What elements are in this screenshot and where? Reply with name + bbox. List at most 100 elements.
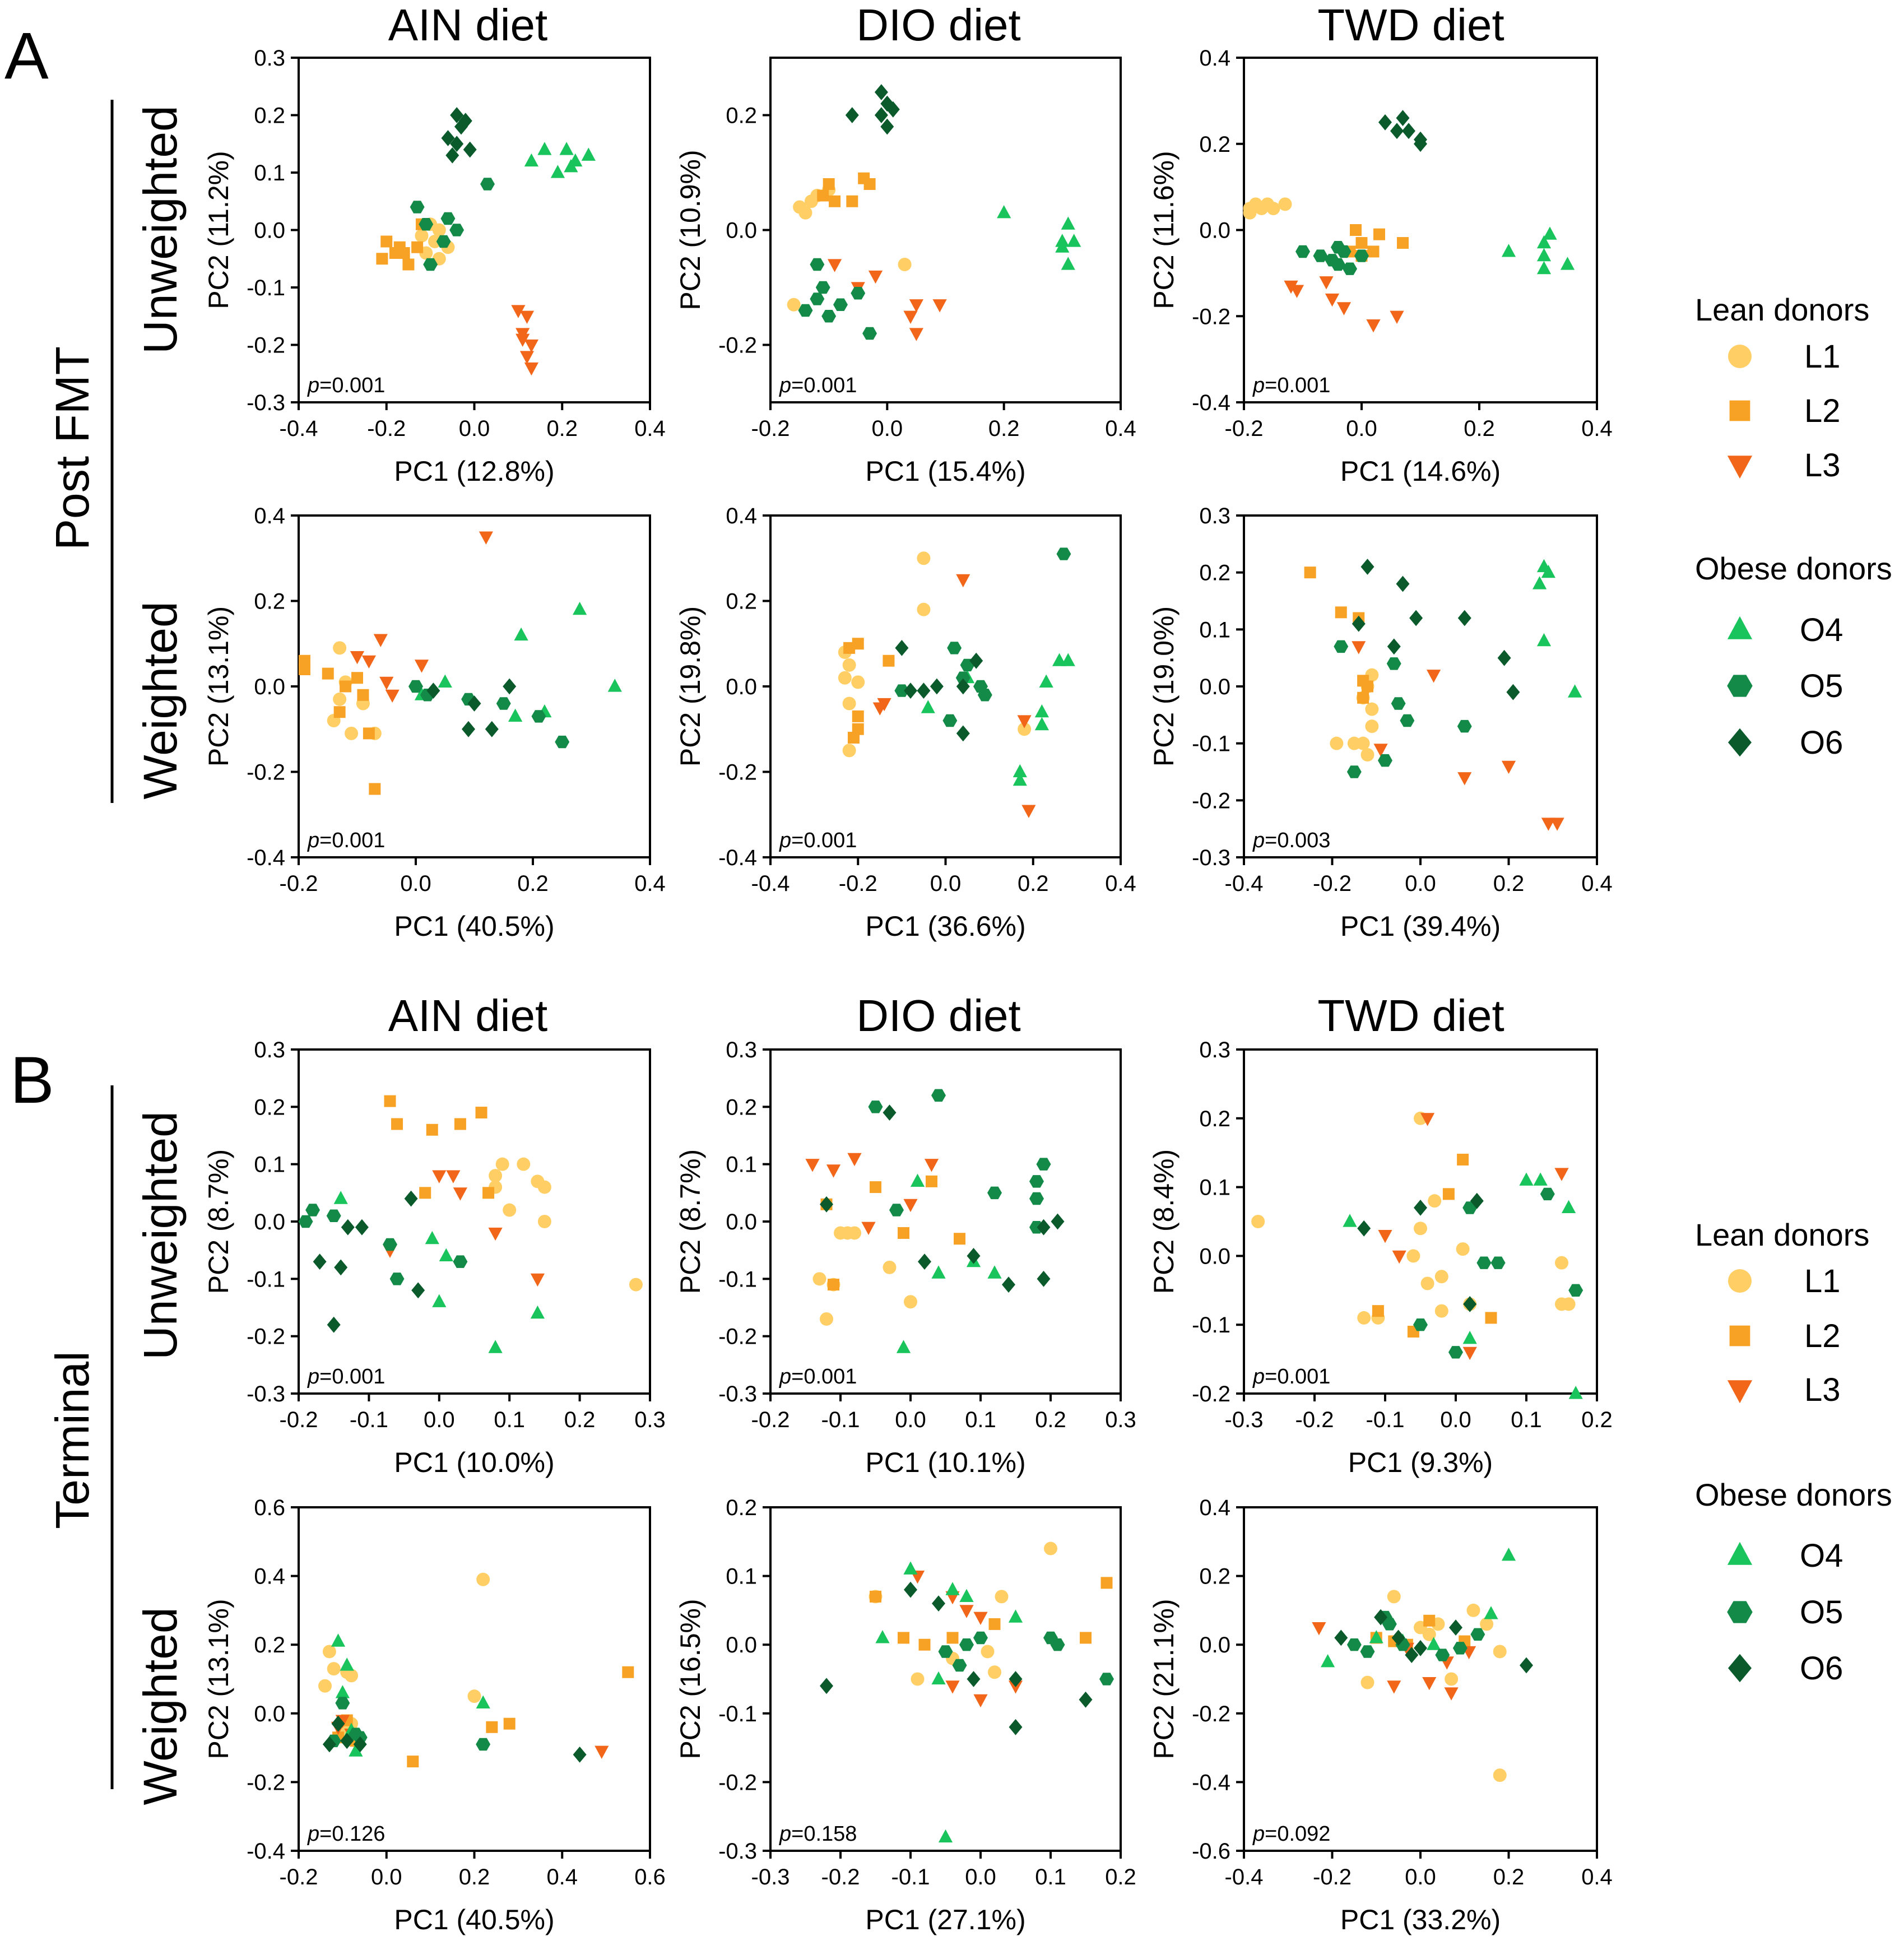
scatter-plot: -0.4 -0.2 0.0 0.2 0.4 -0.3 -0.2 -0.1 0.0 0.1 0.2 0.… <box>203 46 666 487</box>
legend-marker-l1-symbol <box>1728 1269 1752 1293</box>
data-point-o5 <box>480 178 495 191</box>
legend-label-o4-b: O4 <box>1800 1538 1843 1574</box>
data-point-l1 <box>1456 1242 1470 1256</box>
data-point-o6 <box>1497 649 1511 666</box>
x-tick-label: 0.0 <box>1346 416 1377 441</box>
data-point-l3 <box>1422 1677 1437 1691</box>
data-point-l1 <box>1428 1194 1442 1208</box>
data-point-o4 <box>1536 261 1552 275</box>
data-point-l3 <box>1462 1346 1477 1360</box>
data-point-l1 <box>1018 722 1032 736</box>
data-point-l3 <box>1021 805 1036 818</box>
x-tick-label: -0.2 <box>821 1865 860 1889</box>
data-point-o5 <box>453 1255 468 1268</box>
x-tick-label: 0.0 <box>459 416 490 441</box>
data-point-o4 <box>1568 1386 1583 1399</box>
y-tick-label: 0.2 <box>254 589 285 614</box>
data-point-o4 <box>524 153 538 167</box>
legend-marker-o5-a <box>1727 675 1753 697</box>
y-tick-label: 0.2 <box>726 104 757 128</box>
data-point-o4 <box>1067 234 1081 247</box>
data-point-l1 <box>345 726 359 740</box>
data-point-l3 <box>956 574 970 588</box>
data-point-o4 <box>1536 633 1552 647</box>
data-point-l3 <box>826 1164 841 1178</box>
y-tick-label: 0.1 <box>254 161 285 185</box>
data-point-o4 <box>438 674 452 688</box>
data-point-l1 <box>1044 1541 1057 1555</box>
panel-letter-b: B <box>10 1043 54 1117</box>
data-point-l2 <box>847 732 860 744</box>
data-point-l3 <box>350 651 365 665</box>
data-point-o4 <box>1055 239 1070 253</box>
x-tick-label: 0.4 <box>1581 416 1613 441</box>
data-point-o6 <box>883 1104 897 1121</box>
data-point-o4 <box>1533 576 1547 589</box>
y-tick-label: 0.0 <box>254 1210 285 1234</box>
data-point-l3 <box>1017 715 1032 728</box>
data-point-l2 <box>954 1233 965 1245</box>
x-tick-label: -0.2 <box>751 1408 790 1432</box>
data-point-o6 <box>1079 1691 1093 1708</box>
y-tick-label: -0.2 <box>1192 1382 1230 1406</box>
data-point-o4 <box>938 1829 953 1843</box>
data-point-l1 <box>787 298 801 312</box>
data-point-o6 <box>1409 610 1423 626</box>
data-point-l1 <box>1493 1768 1507 1782</box>
data-point-o6 <box>1360 559 1374 575</box>
p-value: p=0.001 <box>307 374 385 397</box>
legend-marker-o4-a <box>1727 616 1753 639</box>
data-point-o6 <box>426 682 440 699</box>
data-point-l3 <box>1284 280 1298 294</box>
legend-marker-o4-symbol <box>1727 1541 1753 1565</box>
data-point-l2 <box>454 1118 466 1130</box>
y-tick-label: 0.2 <box>254 1095 285 1120</box>
data-point-o5 <box>476 1738 491 1751</box>
data-point-o6 <box>1352 615 1366 632</box>
data-point-o5 <box>389 1273 405 1285</box>
data-point-o5 <box>1391 697 1406 710</box>
data-point-o4 <box>931 1265 946 1279</box>
data-point-o5 <box>1400 714 1415 727</box>
y-tick-label: -0.3 <box>718 1382 757 1406</box>
legend-label-l3-a: L3 <box>1804 447 1841 484</box>
data-point-l2 <box>391 1118 403 1130</box>
legend-marker-l2-symbol <box>1729 400 1750 421</box>
data-point-l2 <box>852 710 864 722</box>
data-point-l3 <box>373 634 388 647</box>
data-point-l2 <box>503 1717 516 1730</box>
data-point-l2 <box>1423 1614 1436 1627</box>
y-tick-label: 0.3 <box>1199 504 1230 528</box>
scatter-plot: -0.4 -0.2 0.0 0.2 0.4 -0.4 -0.2 0.0 0.2 0.4 PC1 (3… <box>675 504 1136 942</box>
data-point-o6 <box>1463 1296 1477 1312</box>
p-value: p=0.158 <box>779 1822 857 1846</box>
y-axis-label: PC2 (8.7%) <box>203 1149 234 1294</box>
legend-marker-o5-b <box>1727 1601 1753 1623</box>
data-point-o5 <box>938 1645 953 1658</box>
x-axis-label: PC1 (9.3%) <box>1348 1447 1493 1478</box>
p-value: p=0.001 <box>779 1365 857 1389</box>
data-point-o5 <box>1036 1158 1051 1171</box>
data-point-o5 <box>947 642 962 654</box>
data-point-o5 <box>410 201 425 213</box>
scatter-plot: -0.4 -0.2 0.0 0.2 0.4-0.6-0.4-0.20.00.20.4PC… <box>1148 1496 1613 1935</box>
data-point-l2 <box>1373 228 1385 240</box>
y-axis-label: PC2 (11.2%) <box>203 151 234 309</box>
data-point-l2 <box>1350 224 1362 236</box>
data-point-o6 <box>1520 1657 1533 1674</box>
y-tick-label: 0.2 <box>254 104 285 128</box>
row-label-weighted-b: Weighted <box>134 1607 187 1805</box>
x-tick-label: 0.4 <box>1581 871 1613 896</box>
legend-label-o6-b: O6 <box>1800 1650 1843 1687</box>
data-point-o4 <box>1061 257 1075 270</box>
data-point-l1 <box>898 258 912 271</box>
data-point-l3 <box>1373 744 1388 757</box>
x-tick-label: 0.4 <box>634 871 666 896</box>
data-point-o6 <box>334 1259 348 1276</box>
legend-marker-l2-b <box>1729 1325 1750 1346</box>
data-point-o5 <box>1490 1256 1506 1269</box>
data-point-o5 <box>821 310 837 323</box>
data-point-o4 <box>1484 1606 1498 1619</box>
data-point-l3 <box>1501 760 1516 774</box>
data-point-l1 <box>995 1590 1009 1604</box>
